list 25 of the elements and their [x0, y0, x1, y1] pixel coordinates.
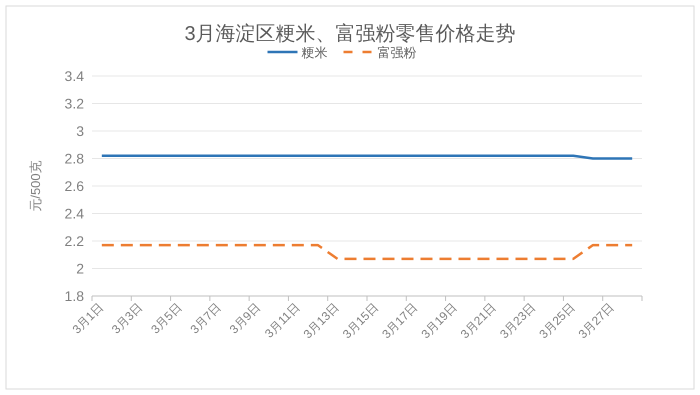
x-tick-label: 3月5日	[148, 300, 185, 337]
x-tick-label: 3月3日	[108, 300, 146, 337]
y-tick-label: 3.4	[64, 68, 84, 84]
x-tick-label: 3月17日	[379, 300, 420, 342]
x-tick-label: 3月23日	[497, 300, 538, 342]
x-tick-label: 3月25日	[536, 300, 578, 342]
x-tick-label: 3月13日	[300, 300, 342, 342]
x-tick-label: 3月9日	[226, 300, 264, 337]
legend-label: 粳米	[302, 45, 328, 60]
legend-label: 富强粉	[378, 45, 416, 60]
x-tick-label: 3月19日	[418, 300, 460, 342]
y-tick-label: 2.4	[64, 206, 84, 222]
x-tick-label: 3月7日	[187, 300, 224, 337]
y-tick-label: 2.6	[64, 178, 84, 194]
y-tick-label: 2.8	[64, 150, 84, 166]
chart-title: 3月海淀区粳米、富强粉零售价格走势	[184, 22, 516, 45]
y-axis-title: 元/500克	[28, 160, 43, 212]
x-tick-label: 3月27日	[576, 300, 617, 342]
y-tick-label: 3	[76, 123, 84, 139]
x-tick-label: 3月11日	[262, 300, 302, 341]
y-tick-label: 2	[76, 260, 84, 276]
y-tick-label: 3.2	[64, 96, 84, 112]
x-tick-label: 3月21日	[458, 300, 499, 342]
x-tick-label: 3月15日	[340, 300, 381, 342]
y-tick-label: 2.2	[64, 233, 84, 249]
